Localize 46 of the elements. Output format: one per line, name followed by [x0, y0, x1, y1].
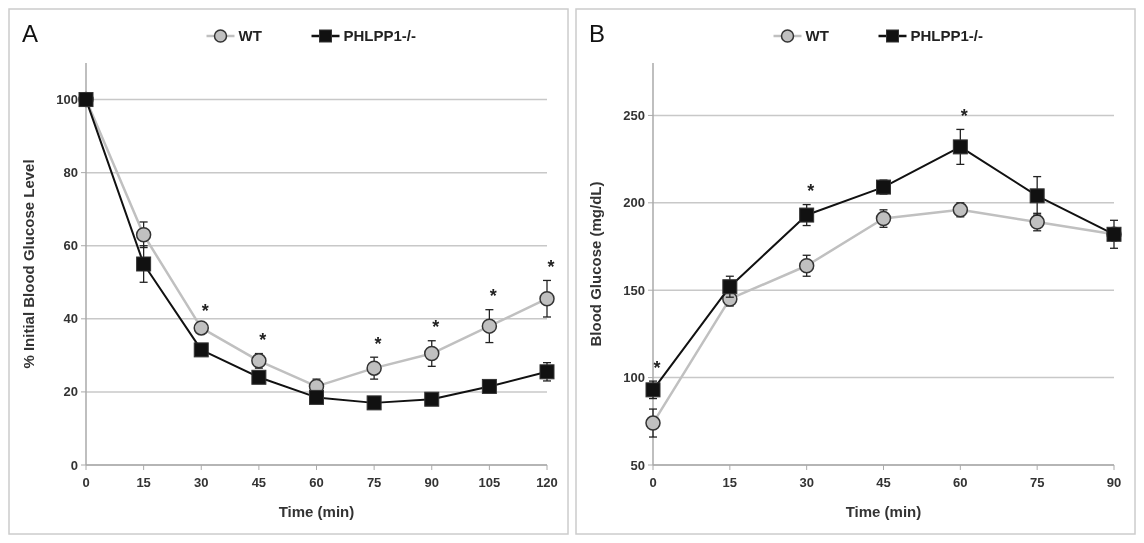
- x-tick-label: 120: [536, 475, 558, 490]
- x-tick-label: 60: [953, 475, 968, 490]
- x-tick-label: 75: [1029, 475, 1045, 490]
- legend-label: WT: [238, 27, 262, 45]
- annotation: *: [960, 106, 968, 127]
- annotation: *: [432, 317, 440, 338]
- y-tick-label: 100: [623, 370, 645, 386]
- y-axis-title: Blood Glucose (mg/dL): [587, 181, 604, 347]
- y-tick-label: 250: [623, 107, 645, 123]
- legend-label: PHLPP1-/-: [343, 27, 417, 45]
- x-tick-label: 90: [424, 475, 439, 490]
- annotation: *: [489, 286, 497, 307]
- y-tick-label: 80: [63, 165, 78, 181]
- x-tick-label: 105: [478, 475, 501, 490]
- x-tick-label: 0: [649, 475, 657, 490]
- y-tick-label: 200: [623, 195, 645, 211]
- annotation: *: [653, 357, 661, 378]
- annotation: *: [547, 257, 555, 278]
- legend-label: PHLPP1-/-: [910, 27, 984, 45]
- y-tick-label: 150: [623, 282, 645, 298]
- x-axis-title: Time (min): [845, 503, 922, 520]
- y-tick-label: 60: [63, 238, 78, 254]
- x-axis-title: Time (min): [278, 503, 355, 520]
- annotation: *: [807, 181, 815, 202]
- y-tick-label: 40: [63, 311, 78, 327]
- x-tick-label: 30: [194, 475, 209, 490]
- x-tick-label: 75: [366, 475, 382, 490]
- y-tick-label: 0: [70, 457, 78, 473]
- annotation: *: [374, 333, 382, 354]
- annotation: *: [201, 300, 209, 321]
- x-tick-label: 30: [799, 475, 814, 490]
- x-tick-label: 15: [136, 475, 151, 490]
- annotation: *: [259, 330, 267, 351]
- y-tick-label: 100: [56, 92, 78, 108]
- text: A: [22, 20, 39, 47]
- x-tick-label: 45: [876, 475, 891, 490]
- text: B: [589, 20, 606, 47]
- y-tick-label: 20: [63, 384, 78, 400]
- x-tick-label: 90: [1106, 475, 1122, 490]
- y-axis-title: % Initial Blood Glucose Level: [20, 159, 37, 369]
- x-tick-label: 15: [722, 475, 738, 490]
- x-tick-label: 45: [251, 475, 267, 490]
- y-tick-label: 50: [630, 457, 645, 473]
- x-tick-label: 60: [309, 475, 324, 490]
- x-tick-label: 0: [82, 475, 90, 490]
- legend-label: WT: [805, 27, 829, 45]
